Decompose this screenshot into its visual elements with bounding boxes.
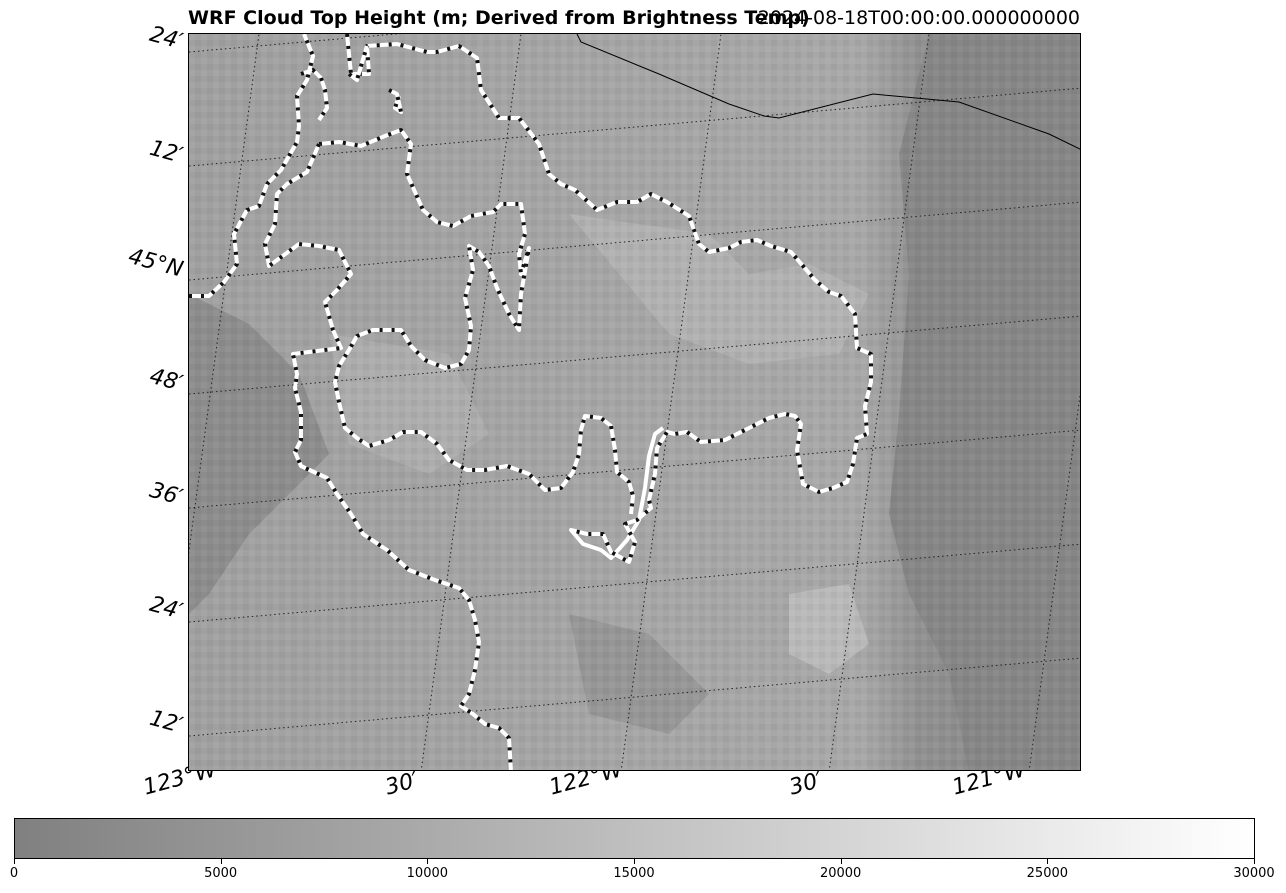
- map-timestamp: 2024-08-18T00:00:00.000000000: [757, 7, 1080, 29]
- colorbar-tick-label: 25000: [1026, 866, 1069, 881]
- colorbar-tick: [1047, 859, 1049, 864]
- colorbar-tick-label: 10000: [406, 866, 449, 881]
- colorbar-tick-label: 5000: [204, 866, 238, 881]
- latitude-gridlines: [189, 34, 1080, 737]
- colorbar-tick-label: 15000: [613, 866, 655, 881]
- colorbar-tick-label: 30000: [1233, 866, 1275, 881]
- lat-label: 24′: [146, 21, 186, 55]
- lat-label: 48′: [146, 363, 186, 397]
- map-title: WRF Cloud Top Height (m; Derived from Br…: [188, 7, 810, 29]
- map-panel[interactable]: [188, 33, 1081, 771]
- cloud-top-map: [189, 34, 1080, 770]
- colorbar-tick: [840, 859, 842, 864]
- boundary-line: [576, 34, 1080, 150]
- lat-label: 24′: [146, 591, 186, 625]
- lat-label: 45°N: [125, 244, 186, 283]
- colorbar-tick: [634, 859, 635, 864]
- colorbar-tick-label: 20000: [819, 866, 862, 881]
- lat-label: 12′: [146, 135, 186, 169]
- lat-label: 36′: [146, 477, 186, 511]
- colorbar-tick: [14, 859, 15, 864]
- lon-label: 30′: [382, 767, 422, 801]
- lat-label: 12′: [146, 705, 186, 739]
- colorbar-tick: [1254, 859, 1255, 864]
- cloud-contour: [189, 34, 873, 770]
- lon-label: 30′: [786, 767, 826, 801]
- colorbar-tick: [427, 859, 429, 864]
- colorbar-tick: [220, 859, 222, 864]
- colorbar-tick-label: 0: [9, 866, 19, 881]
- colorbar: [14, 818, 1255, 859]
